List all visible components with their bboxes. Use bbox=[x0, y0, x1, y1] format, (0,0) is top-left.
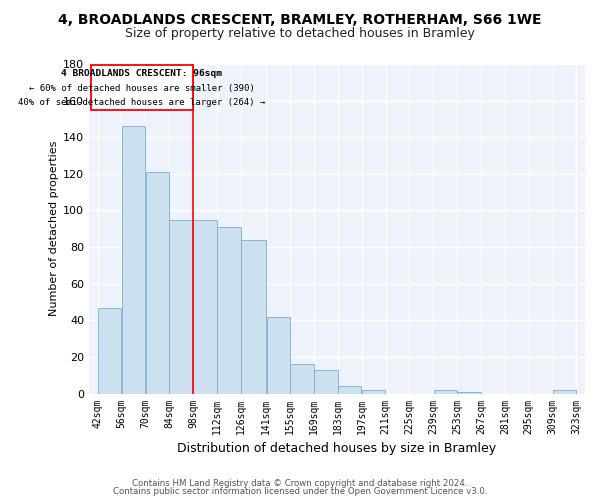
Bar bbox=[338, 386, 361, 394]
Bar bbox=[457, 392, 481, 394]
Bar bbox=[362, 390, 385, 394]
X-axis label: Distribution of detached houses by size in Bramley: Distribution of detached houses by size … bbox=[178, 442, 497, 455]
Bar bbox=[241, 240, 266, 394]
Text: 40% of semi-detached houses are larger (264) →: 40% of semi-detached houses are larger (… bbox=[18, 98, 266, 106]
Text: Contains HM Land Registry data © Crown copyright and database right 2024.: Contains HM Land Registry data © Crown c… bbox=[132, 478, 468, 488]
Bar bbox=[98, 308, 121, 394]
Bar bbox=[290, 364, 314, 394]
Bar bbox=[122, 126, 145, 394]
Bar bbox=[217, 227, 241, 394]
Bar bbox=[193, 220, 217, 394]
Bar bbox=[553, 390, 576, 394]
Text: 4, BROADLANDS CRESCENT, BRAMLEY, ROTHERHAM, S66 1WE: 4, BROADLANDS CRESCENT, BRAMLEY, ROTHERH… bbox=[58, 12, 542, 26]
Bar bbox=[434, 390, 457, 394]
Bar bbox=[314, 370, 338, 394]
Y-axis label: Number of detached properties: Number of detached properties bbox=[49, 141, 59, 316]
Bar bbox=[146, 172, 169, 394]
Text: Contains public sector information licensed under the Open Government Licence v3: Contains public sector information licen… bbox=[113, 487, 487, 496]
Text: 4 BROADLANDS CRESCENT: 96sqm: 4 BROADLANDS CRESCENT: 96sqm bbox=[61, 70, 223, 78]
Bar bbox=[91, 65, 193, 110]
Text: ← 60% of detached houses are smaller (390): ← 60% of detached houses are smaller (39… bbox=[29, 84, 255, 92]
Bar bbox=[266, 316, 290, 394]
Text: Size of property relative to detached houses in Bramley: Size of property relative to detached ho… bbox=[125, 28, 475, 40]
Bar bbox=[169, 220, 193, 394]
